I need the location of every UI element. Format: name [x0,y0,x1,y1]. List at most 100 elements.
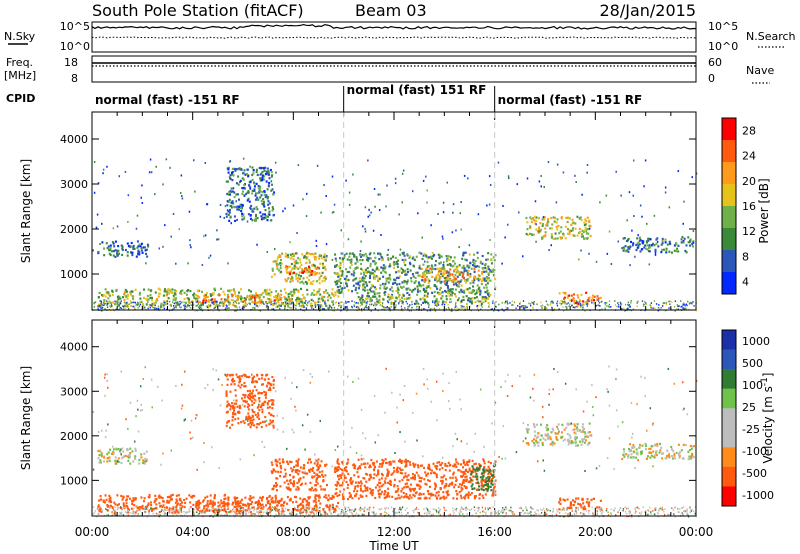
echo-cell [247,397,250,400]
echo-cell [251,392,254,395]
echo-cell [484,266,487,270]
echo-cell [471,260,474,263]
echo-cell [643,246,646,249]
echo-sparse [452,203,455,206]
echo-speckle [333,306,336,309]
echo-cell [375,297,378,300]
echo-speckle [398,301,400,304]
echo-speckle [155,302,157,304]
echo-cell [354,485,357,488]
echo-speckle [528,302,530,305]
echo-cell [275,295,278,298]
echo-cell [494,287,497,291]
echo-cell [376,483,379,487]
echo-sparse [208,256,210,259]
echo-cell [235,168,238,171]
echo-speckle [668,307,670,309]
echo-cell [452,471,455,474]
echo-cell [345,252,348,255]
echo-cell [109,301,112,305]
echo-cell [395,283,398,286]
echo-cell [401,281,404,284]
echo-cell [121,296,124,299]
echo-cell [435,491,438,494]
echo-cell [451,291,454,294]
echo-cell [233,215,236,218]
echo-cell [139,300,142,304]
nave-label: Nave [746,64,774,77]
echo-cell [283,295,286,298]
echo-cell [573,293,576,296]
echo-cell [384,481,387,485]
echo-sparse [360,240,362,243]
echo-cell [452,276,455,279]
echo-cell [475,481,478,485]
echo-cell [635,243,638,247]
echo-cell [205,504,208,507]
echo-cell [159,496,162,499]
echo-cell [288,473,291,477]
echo-cell [425,294,428,297]
echo-cell [245,172,248,176]
echo-speckle [407,308,409,310]
echo-cell [253,182,256,185]
echo-cell [198,503,201,506]
echo-cell [251,414,254,417]
echo-cell [114,503,117,506]
echo-cell [429,271,432,274]
echo-speckle [106,306,109,309]
echo-cell [431,267,434,271]
echo-cell [325,463,328,466]
echo-speckle [303,309,306,312]
echo-sparse [368,214,371,217]
echo-speckle [198,305,201,307]
echo-cell [147,504,150,507]
echo-cell [117,249,120,252]
echo-cell [275,477,278,480]
echo-cell [260,194,263,197]
echo-sparse [180,174,183,177]
echo-cell [209,500,212,504]
echo-sparse [284,207,286,210]
echo-cell [446,494,449,497]
echo-cell [442,495,445,498]
echo-cell [271,421,274,424]
echo-cell [419,497,422,500]
echo-cell [140,242,143,245]
echo-cell [404,472,407,475]
echo-cell [351,290,354,293]
echo-sparse [92,249,94,252]
echo-cell [661,248,664,252]
echo-cell [272,383,275,386]
echo-cell [461,290,464,293]
echo-cell [259,211,262,214]
echo-cell [339,275,342,278]
echo-speckle [632,308,635,311]
echo-sparse [581,193,583,196]
echo-cell [390,483,393,486]
echo-cell [622,237,625,240]
echo-cell [539,222,542,225]
echo-cell [289,499,292,502]
echo-cell [535,219,538,222]
power-echo-layer [92,157,698,312]
echo-cell [334,466,337,469]
echo-speckle [271,303,274,305]
echo-cell [630,240,633,244]
echo-cell [131,502,134,506]
echo-cell [172,506,175,509]
echo-speckle [658,304,660,306]
echo-speckle [201,309,204,312]
echo-speckle [586,301,588,303]
echo-cell [295,272,298,275]
echo-cell [408,497,411,500]
echo-speckle [122,305,125,308]
echo-sparse [442,211,445,214]
echo-cell [465,302,468,306]
echo-cell [544,235,547,238]
echo-speckle [176,304,179,306]
echo-cell [286,298,289,302]
echo-cell [462,298,465,301]
echo-cell [354,288,357,292]
echo-cell [377,469,380,472]
